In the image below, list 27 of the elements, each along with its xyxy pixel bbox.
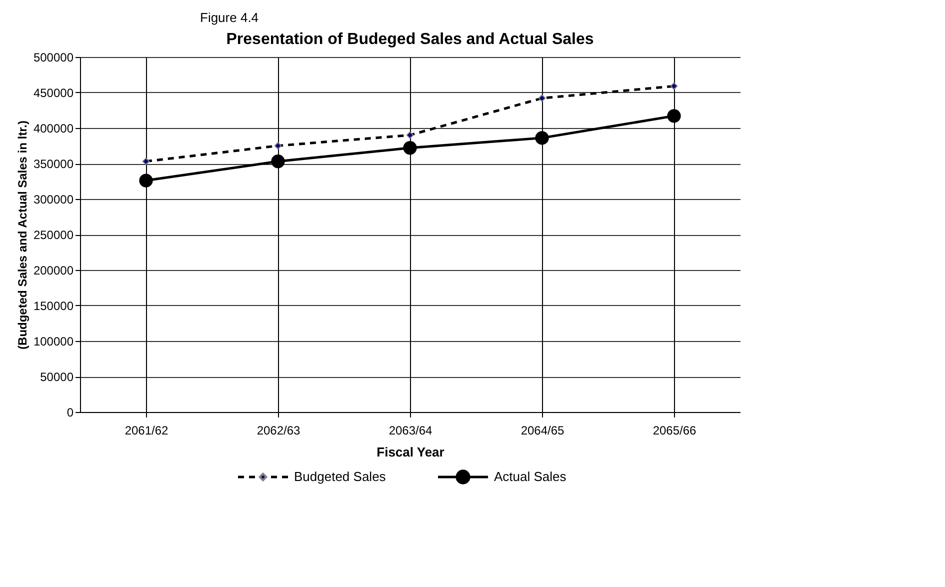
y-tick-label: 250000 (33, 228, 74, 242)
y-tick-label: 500000 (33, 50, 74, 64)
point (535, 131, 549, 145)
x-tick-label: 2063/64 (388, 424, 433, 438)
y-tick-label: 400000 (33, 122, 74, 136)
y-tick-label: 150000 (33, 299, 74, 313)
y-tick-label: 0 (66, 406, 74, 420)
caption: Figure 4.4 (200, 10, 259, 25)
point (403, 141, 417, 155)
y-tick-label: 50000 (40, 370, 74, 384)
y-tick-label: 100000 (33, 334, 74, 348)
legend-label: Actual Sales (494, 469, 567, 484)
y-tick-label: 350000 (33, 157, 74, 171)
point (271, 154, 285, 168)
x-tick-label: 2065/66 (652, 424, 697, 438)
x-axis-title: Fiscal Year (376, 444, 444, 460)
y-axis-title: (Budgeted Sales and Actual Sales in ltr.) (15, 120, 30, 350)
x-tick-label: 2062/63 (256, 424, 301, 438)
chart-title: Presentation of Budeged Sales and Actual Sales (226, 31, 594, 48)
point (667, 109, 681, 123)
x-tick-label: 2061/62 (124, 424, 169, 438)
legend-label: Budgeted Sales (294, 469, 386, 484)
point (139, 174, 153, 188)
x-tick-label: 2064/65 (520, 424, 565, 438)
y-tick-label: 300000 (33, 192, 74, 206)
y-tick-label: 200000 (33, 264, 74, 278)
y-tick-label: 450000 (33, 86, 74, 100)
